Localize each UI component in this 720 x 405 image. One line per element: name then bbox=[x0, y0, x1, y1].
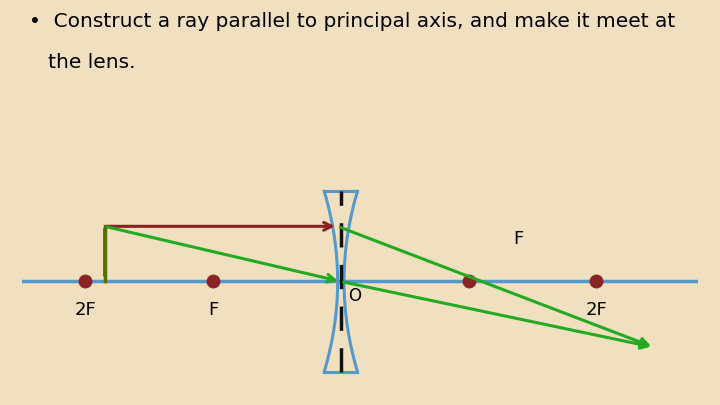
Text: 2F: 2F bbox=[585, 301, 607, 319]
Text: F: F bbox=[208, 301, 218, 319]
Text: O: O bbox=[348, 287, 361, 305]
Text: the lens.: the lens. bbox=[29, 53, 135, 72]
Text: •  Construct a ray parallel to principal axis, and make it meet at: • Construct a ray parallel to principal … bbox=[29, 12, 675, 31]
Text: F: F bbox=[513, 230, 523, 247]
Text: 2F: 2F bbox=[75, 301, 96, 319]
